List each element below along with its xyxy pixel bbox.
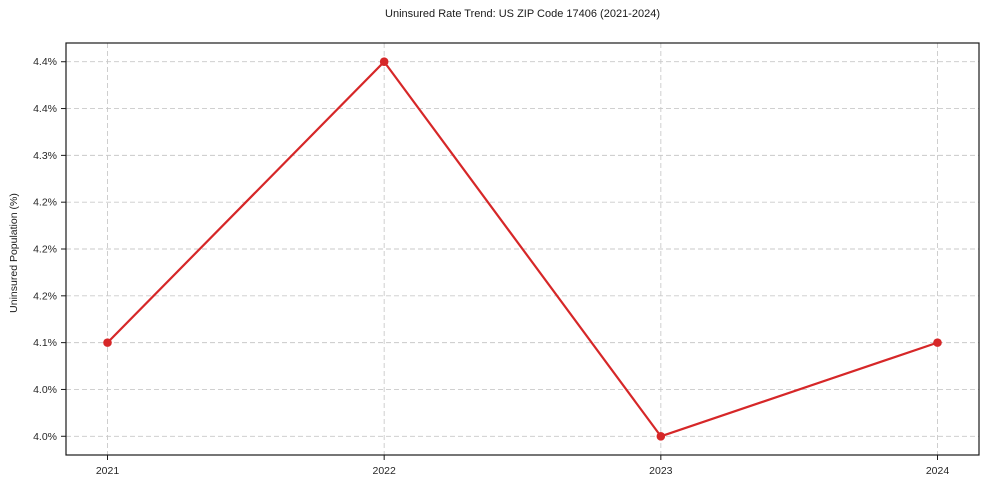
y-tick-label: 4.4%	[33, 56, 57, 68]
chart-title: Uninsured Rate Trend: US ZIP Code 17406 …	[385, 8, 660, 20]
data-point-2021	[103, 338, 112, 347]
y-tick-label: 4.4%	[33, 103, 57, 115]
x-tick-label: 2022	[372, 465, 396, 477]
trend-line	[106, 60, 939, 438]
data-point-2022	[379, 57, 389, 67]
y-tick-label: 4.3%	[33, 150, 57, 162]
data-point-2023	[656, 431, 666, 441]
y-tick-label: 4.2%	[33, 290, 57, 302]
x-tick-label: 2021	[96, 465, 120, 477]
y-tick-label: 4.0%	[33, 431, 57, 443]
x-tick-label: 2023	[649, 465, 673, 477]
y-tick-label: 4.2%	[33, 197, 57, 209]
plot-border	[65, 42, 980, 456]
x-tick-label: 2024	[926, 465, 950, 477]
y-tick-label: 4.0%	[33, 384, 57, 396]
y-tick-label: 4.1%	[33, 337, 57, 349]
y-tick-label: 4.2%	[33, 244, 57, 256]
data-point-2024	[933, 338, 942, 347]
